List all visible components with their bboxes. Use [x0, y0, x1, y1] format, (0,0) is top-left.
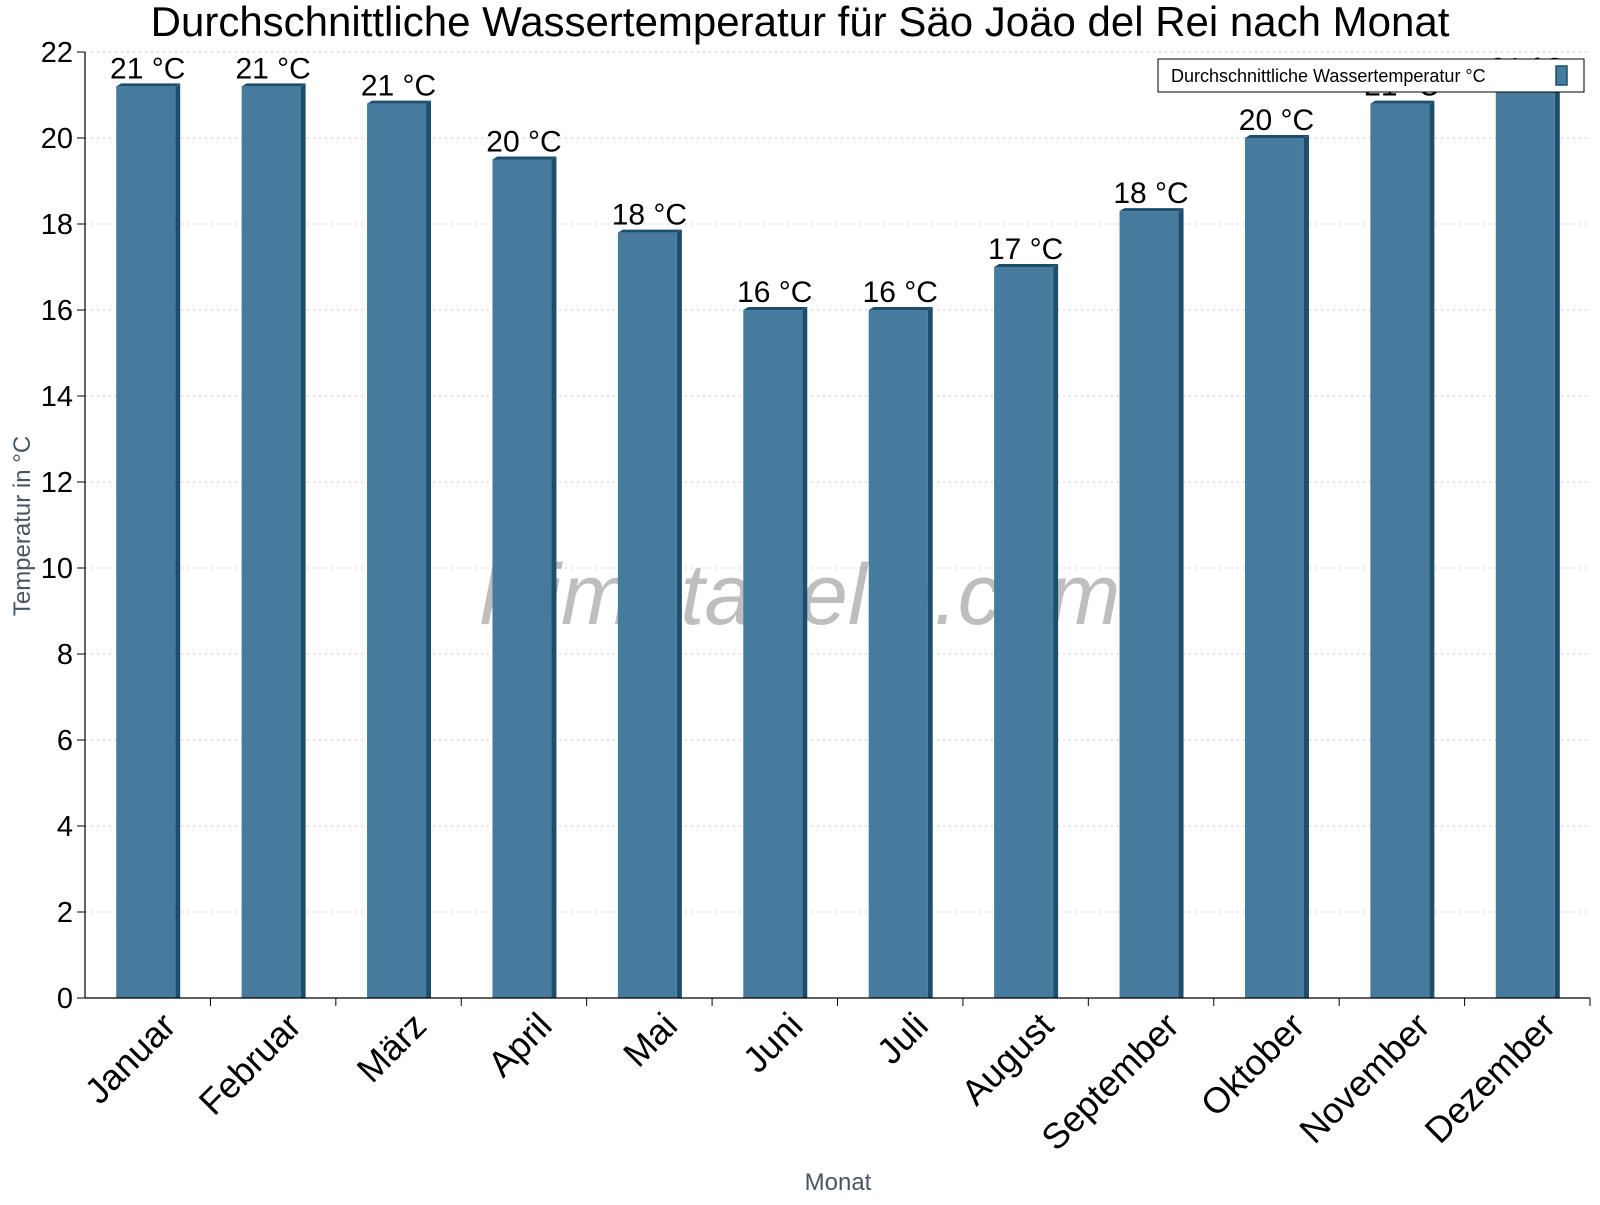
y-tick-label: 4	[57, 811, 73, 843]
grid-lines	[85, 51, 1590, 913]
data-label: 21 °C	[110, 52, 185, 85]
bar-top	[994, 264, 1059, 267]
bar-top	[868, 307, 933, 310]
bar	[241, 83, 306, 998]
bar-side	[1303, 135, 1309, 998]
chart-title: Durchschnittliche Wassertemperatur für S…	[151, 0, 1450, 45]
data-label: 17 °C	[988, 233, 1063, 266]
data-label: 18 °C	[612, 199, 687, 232]
x-tick-label: November	[1291, 1005, 1437, 1151]
bar-top	[1119, 208, 1184, 212]
data-label: 21 °C	[235, 52, 310, 85]
bar-front	[868, 310, 928, 998]
bar-side	[802, 307, 808, 998]
bar	[1495, 83, 1560, 998]
x-tick-label: März	[349, 1005, 435, 1091]
y-tick-label: 8	[57, 639, 73, 671]
bar	[868, 307, 933, 998]
bar-front	[116, 86, 176, 998]
y-tick-label: 10	[41, 553, 73, 585]
bar	[367, 100, 432, 999]
x-tick-label: Juni	[735, 1005, 811, 1081]
x-tick-label: Dezember	[1417, 1005, 1563, 1151]
bar-front	[492, 159, 552, 998]
bar	[1119, 208, 1184, 999]
bar-top	[743, 307, 808, 310]
bar-side	[551, 156, 557, 998]
y-tick-label: 12	[41, 467, 73, 499]
y-tick-label: 14	[41, 381, 73, 413]
bar	[994, 264, 1059, 998]
bar-top	[116, 83, 181, 87]
data-label: 18 °C	[1113, 177, 1188, 210]
data-label: 20 °C	[1239, 104, 1314, 137]
data-label: 21 °C	[361, 70, 436, 103]
data-label: 16 °C	[863, 276, 938, 309]
bar-top	[492, 156, 557, 160]
bar	[743, 307, 808, 998]
x-axis-label: Monat	[805, 1169, 872, 1196]
legend-label: Durchschnittliche Wassertemperatur °C	[1171, 66, 1486, 86]
bar-front	[994, 267, 1054, 998]
bar-front	[1119, 211, 1179, 999]
bars	[116, 83, 1560, 999]
x-tick-label: August	[953, 1005, 1061, 1113]
data-label: 16 °C	[737, 276, 812, 309]
bar	[116, 83, 181, 998]
bar-top	[617, 229, 682, 233]
bar	[617, 229, 682, 999]
bar-top	[367, 100, 432, 104]
bar-side	[1053, 264, 1059, 998]
y-tick-label: 20	[41, 123, 73, 155]
y-tick-label: 6	[57, 725, 73, 757]
bar-side	[676, 229, 682, 999]
y-axis-label: Temperatur in °C	[9, 436, 36, 616]
bar-front	[1244, 138, 1304, 998]
bar-front	[367, 103, 427, 999]
y-tick-label: 18	[41, 209, 73, 241]
bar-side	[300, 83, 306, 998]
x-tick-label: Oktober	[1193, 1005, 1313, 1125]
bar-top	[1370, 100, 1435, 104]
bar-side	[426, 100, 432, 999]
y-tick-label: 22	[41, 37, 73, 69]
bar-front	[743, 310, 803, 998]
bar	[492, 156, 557, 998]
bar-side	[1178, 208, 1184, 999]
bar	[1244, 135, 1309, 998]
x-tick-label: September	[1033, 1005, 1187, 1159]
x-tick-label: Mai	[615, 1005, 685, 1075]
bar-side	[1429, 100, 1435, 999]
bar	[1370, 100, 1435, 999]
x-tick-label: April	[480, 1005, 560, 1085]
bar-side	[175, 83, 181, 998]
bar-top	[1244, 135, 1309, 138]
legend: Durchschnittliche Wassertemperatur °C	[1157, 58, 1585, 93]
bar-front	[617, 232, 677, 999]
x-tick-label: Juli	[869, 1005, 936, 1072]
bar-top	[241, 83, 306, 87]
bar-side	[1554, 83, 1560, 998]
y-tick-label: 2	[57, 897, 73, 929]
x-tick-label: Februar	[191, 1005, 309, 1123]
legend-box	[1157, 58, 1585, 93]
x-tick-label: Januar	[77, 1005, 184, 1112]
bar-front	[1495, 86, 1555, 998]
bar-side	[927, 307, 933, 998]
y-tick-label: 16	[41, 295, 73, 327]
legend-swatch	[1555, 65, 1568, 86]
bar-front	[241, 86, 301, 998]
data-label: 20 °C	[486, 126, 561, 159]
y-tick-label: 0	[57, 983, 73, 1015]
bar-front	[1370, 103, 1430, 999]
